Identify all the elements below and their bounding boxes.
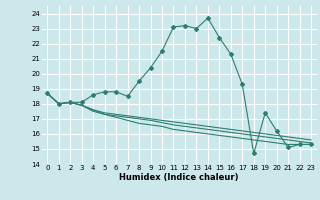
X-axis label: Humidex (Indice chaleur): Humidex (Indice chaleur) [119, 173, 239, 182]
